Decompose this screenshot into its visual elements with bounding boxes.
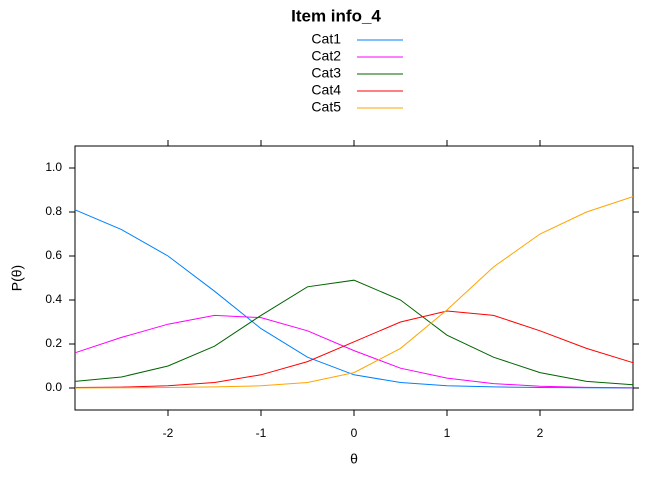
x-tick-label: 0	[351, 426, 358, 440]
legend-label: Cat3	[311, 65, 341, 81]
legend-label: Cat2	[311, 48, 341, 64]
series-line	[74, 310, 634, 389]
y-tick-label: 0.6	[45, 248, 62, 262]
legend-label: Cat4	[311, 82, 341, 98]
x-tick-label: -1	[256, 426, 267, 440]
plot-frame	[74, 145, 634, 411]
x-tick-label: 1	[444, 426, 451, 440]
y-tick-label: 0.2	[45, 336, 62, 350]
x-tick-label: -2	[163, 426, 174, 440]
y-axis-label: P(θ)	[9, 265, 25, 291]
legend-label: Cat5	[311, 99, 341, 115]
series-line	[74, 279, 634, 386]
series-line	[74, 196, 634, 389]
y-tick-label: 0.0	[45, 380, 62, 394]
x-axis-label: θ	[350, 451, 358, 467]
series-line	[74, 314, 634, 389]
y-tick-label: 0.4	[45, 292, 62, 306]
legend-label: Cat1	[311, 31, 341, 47]
series-line	[74, 209, 634, 389]
chart-title: Item info_4	[291, 6, 381, 25]
x-tick-label: 2	[537, 426, 544, 440]
y-tick-label: 1.0	[45, 160, 62, 174]
y-tick-label: 0.8	[45, 204, 62, 218]
